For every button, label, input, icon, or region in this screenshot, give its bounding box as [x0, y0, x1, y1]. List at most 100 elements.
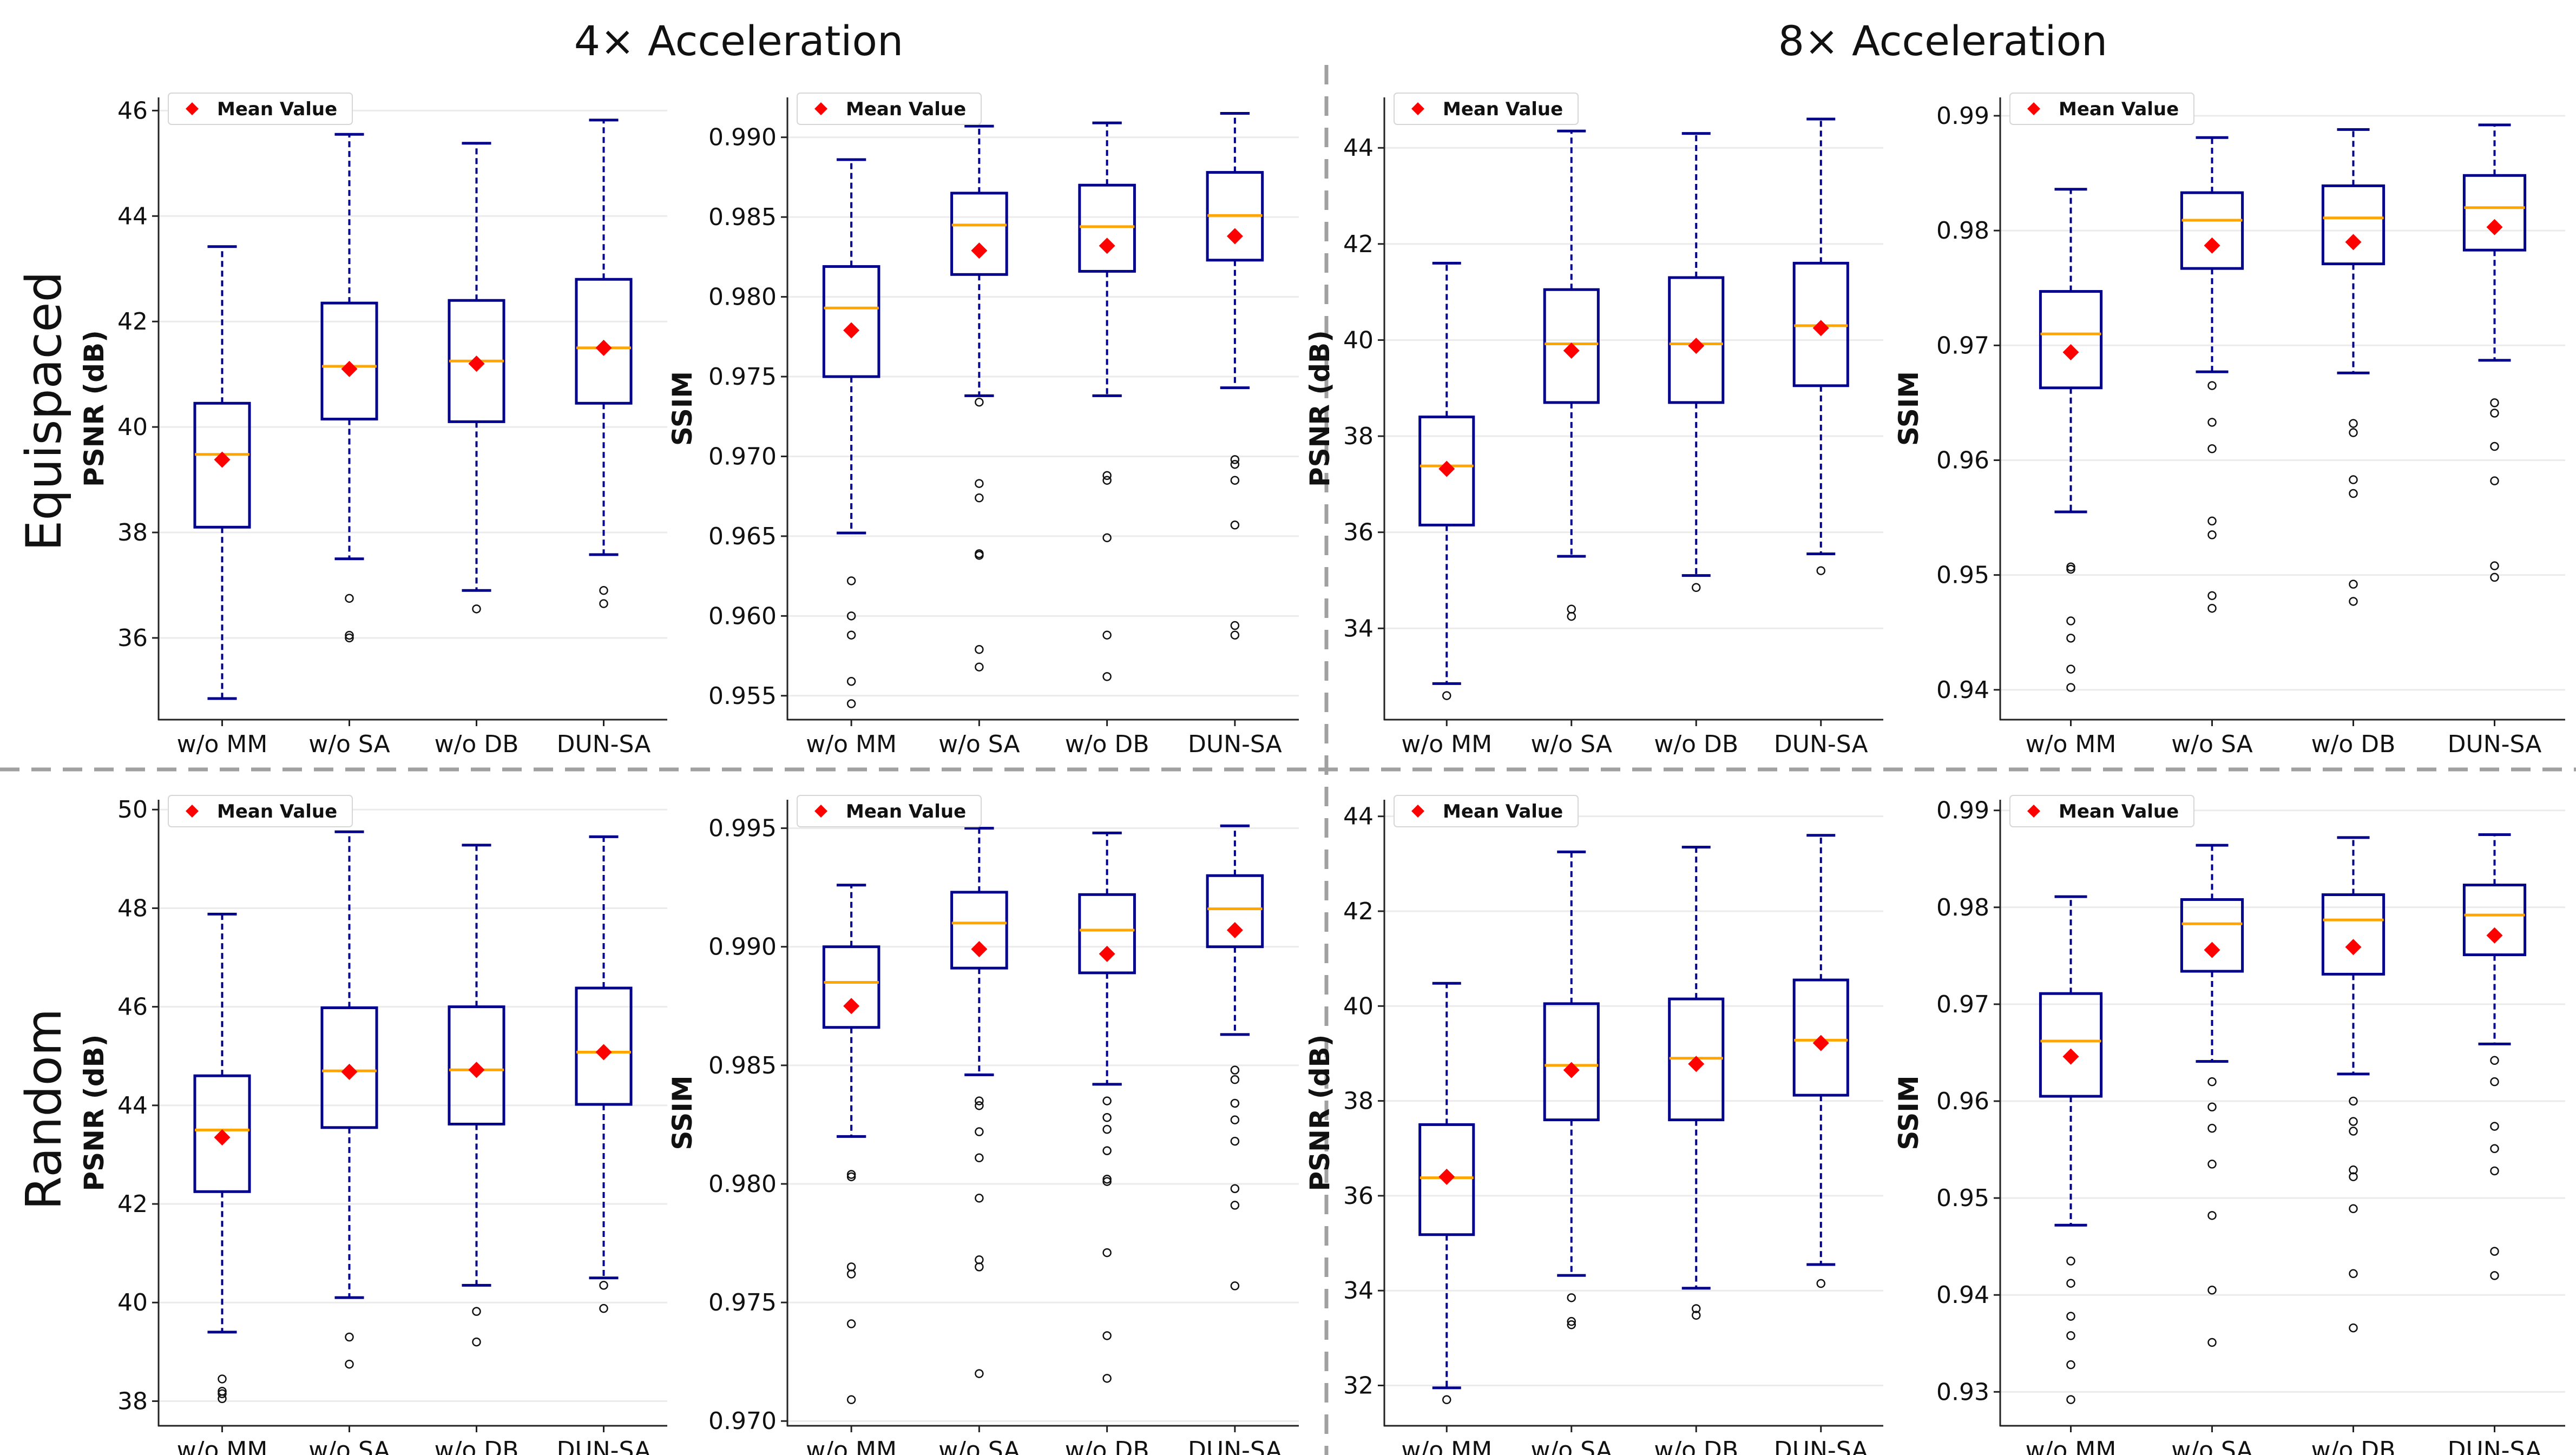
- outlier-point: [2490, 442, 2499, 451]
- x-tick-label-dun-sa: DUN-SA: [1774, 730, 1868, 758]
- outlier-point: [1230, 621, 1240, 630]
- outlier-point: [1102, 1174, 1112, 1184]
- outlier-point: [1567, 1316, 1576, 1326]
- mean-marker: [1099, 238, 1115, 254]
- outlier-point: [2490, 1122, 2499, 1131]
- box-w-o-mm: [1418, 982, 1475, 1405]
- mean-marker: [341, 360, 358, 377]
- iqr-box: [1418, 1123, 1475, 1236]
- legend: Mean Value: [797, 795, 982, 827]
- x-tick-label-w-o-mm: w/o MM: [1401, 730, 1492, 758]
- box-w-o-mm: [2039, 895, 2103, 1404]
- x-tick-label-w-o-mm: w/o MM: [806, 730, 897, 758]
- iqr-box: [1543, 288, 1600, 404]
- x-tick-label-w-o-sa: w/o SA: [2171, 730, 2253, 758]
- outlier-point: [1102, 533, 1112, 543]
- outlier-point: [2066, 1312, 2075, 1321]
- x-tick-label-w-o-mm: w/o MM: [1401, 1437, 1492, 1455]
- outlier-point: [2066, 1395, 2075, 1404]
- outlier-point: [218, 1389, 227, 1399]
- outlier-point: [2349, 580, 2358, 589]
- x-tick-label-w-o-db: w/o DB: [435, 1437, 519, 1455]
- outlier-point: [1102, 1177, 1112, 1186]
- mean-marker: [1812, 320, 1829, 337]
- iqr-box: [320, 1006, 378, 1129]
- legend-marker: [1411, 805, 1424, 818]
- outlier-point: [599, 1303, 608, 1313]
- outlier-point: [2066, 1360, 2075, 1370]
- box-dun-sa: [575, 835, 633, 1313]
- iqr-box: [193, 1074, 251, 1193]
- iqr-box: [575, 278, 633, 405]
- legend: Mean Value: [2009, 93, 2194, 125]
- iqr-box: [575, 986, 633, 1106]
- outlier-point: [2066, 664, 2075, 674]
- y-tick-label: 42: [1343, 231, 1374, 258]
- outlier-point: [846, 1170, 856, 1179]
- outlier-point: [1567, 611, 1576, 621]
- outlier-point: [1102, 1113, 1112, 1122]
- outlier-point: [2490, 476, 2499, 485]
- mean-marker: [1438, 1168, 1455, 1185]
- x-tick-label-dun-sa: DUN-SA: [1188, 730, 1282, 758]
- outlier-point: [975, 397, 984, 407]
- legend-label: Mean Value: [846, 801, 966, 822]
- x-tick-label-w-o-mm: w/o MM: [2026, 730, 2117, 758]
- box-dun-sa: [575, 118, 633, 608]
- outlier-point: [599, 1281, 608, 1290]
- mean-marker: [2062, 1048, 2079, 1065]
- outlier-point: [472, 1337, 481, 1347]
- box-w-o-sa: [320, 830, 378, 1369]
- outlier-point: [345, 1332, 354, 1342]
- outlier-point: [846, 1395, 856, 1405]
- outlier-point: [975, 551, 984, 560]
- outlier-point: [846, 1269, 856, 1279]
- y-tick-label: 0.985: [708, 1052, 777, 1079]
- y-tick-label: 0.99: [1936, 102, 1989, 130]
- box-w-o-mm: [822, 158, 880, 708]
- outlier-point: [1230, 1098, 1240, 1108]
- iqr-box: [1792, 978, 1849, 1097]
- outlier-point: [846, 611, 856, 621]
- column-header-8x: 8× Acceleration: [1778, 17, 2107, 65]
- outlier-point: [2207, 603, 2217, 613]
- legend: Mean Value: [1394, 93, 1579, 125]
- outlier-point: [1230, 521, 1240, 530]
- mean-marker: [468, 1062, 485, 1078]
- iqr-box: [448, 1005, 505, 1125]
- iqr-box: [950, 891, 1008, 970]
- box-w-o-db: [1078, 121, 1136, 681]
- iqr-box: [2180, 191, 2244, 270]
- outlier-point: [975, 1127, 984, 1136]
- outlier-point: [2207, 1286, 2217, 1295]
- mean-marker: [214, 451, 231, 468]
- chart-panel-7: 32 34 36 38 40 42 44 PSNR (dB) w/o MM w/o SA w/o D…: [1304, 795, 1883, 1455]
- y-tick-label: 48: [117, 894, 148, 922]
- outlier-point: [1230, 1065, 1240, 1075]
- mean-marker: [1688, 1056, 1705, 1072]
- x-tick-label-dun-sa: DUN-SA: [1774, 1437, 1868, 1455]
- legend-frame: [1394, 795, 1579, 827]
- outlier-point: [2207, 591, 2217, 601]
- outlier-point: [2207, 444, 2217, 453]
- outlier-point: [1102, 630, 1112, 640]
- y-tick-label: 0.98: [1936, 217, 1989, 245]
- outlier-point: [472, 604, 481, 614]
- outlier-point: [846, 576, 856, 585]
- outlier-point: [975, 493, 984, 503]
- y-tick-label: 42: [1343, 898, 1374, 925]
- y-tick-label: 0.95: [1936, 1184, 1989, 1212]
- outlier-point: [345, 1359, 354, 1369]
- legend-frame: [797, 795, 982, 827]
- y-tick-label: 38: [117, 1387, 148, 1415]
- outlier-point: [472, 1307, 481, 1316]
- y-tick-label: 40: [117, 1289, 148, 1316]
- y-tick-label: 44: [1343, 134, 1374, 162]
- mean-marker: [595, 1044, 612, 1061]
- y-tick-label: 40: [117, 413, 148, 441]
- legend-frame: [1394, 93, 1579, 125]
- iqr-box: [822, 945, 880, 1029]
- outlier-point: [2066, 634, 2075, 643]
- outlier-point: [975, 1096, 984, 1105]
